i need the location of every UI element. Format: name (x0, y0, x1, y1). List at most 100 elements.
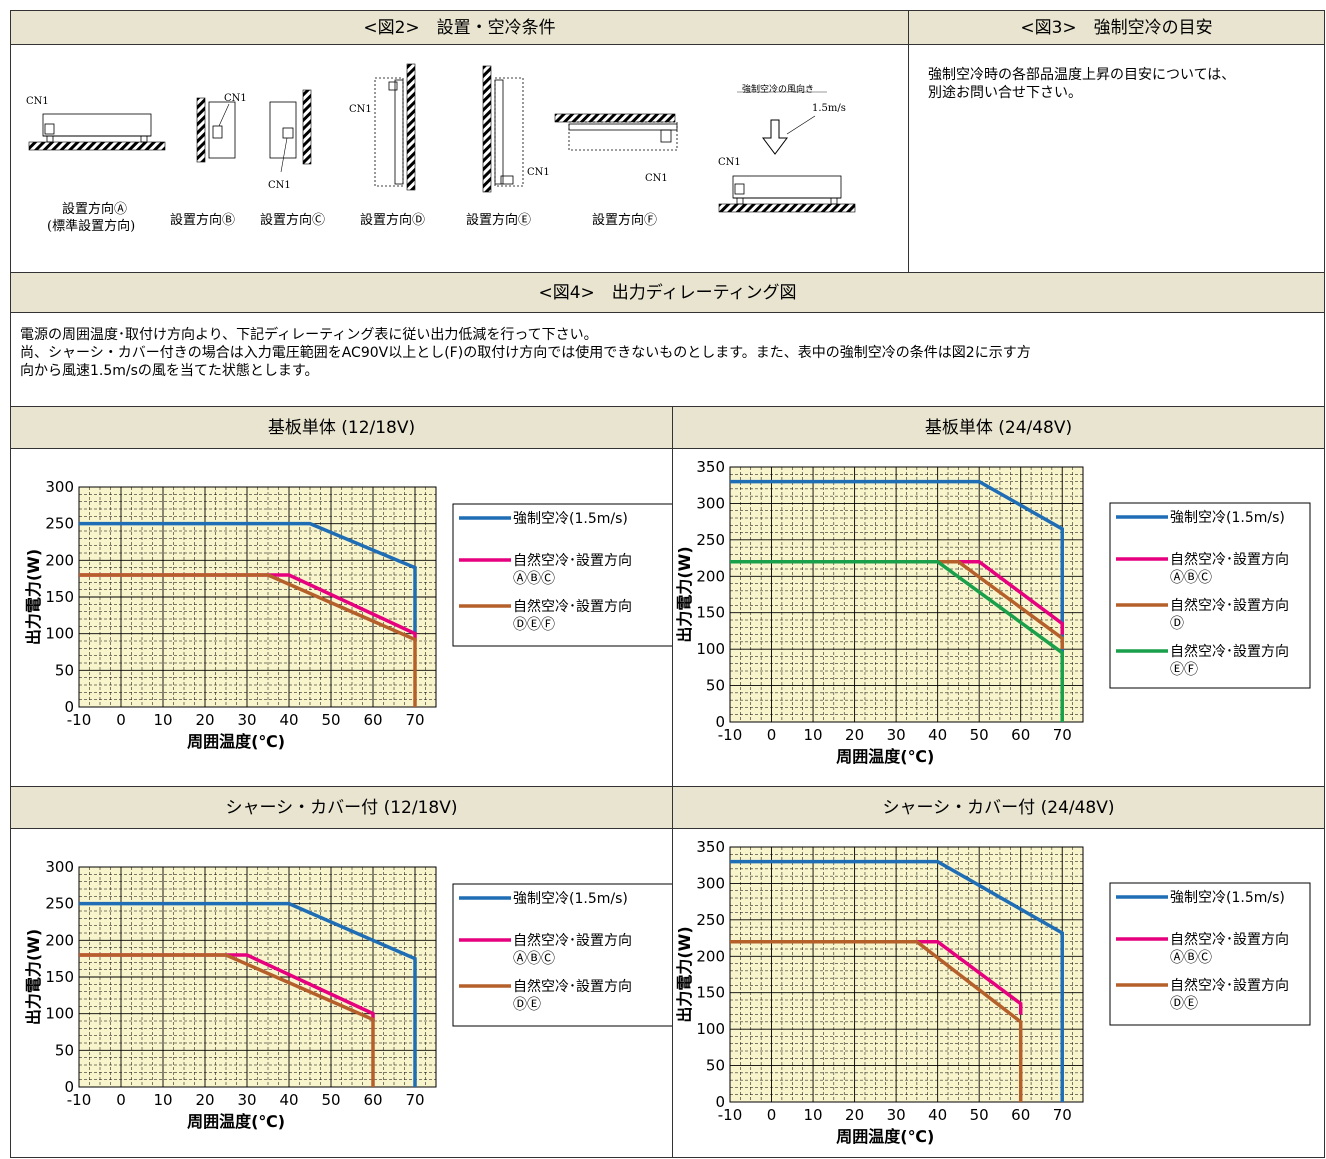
legend-entry: 強制空冷(1.5m/s) (513, 891, 628, 907)
chart1-title: 基板単体 (12/18V) (267, 418, 416, 438)
x-tick-label: -10 (67, 1091, 92, 1109)
fig4-text: 電源の周囲温度･取付け方向より、下記ディレーティング表に従い出力低減を行って下さ… (20, 326, 1320, 380)
derating-chart-chassis-24-48v: -10 0 10 20 30 40 50 60 70050100150200250300350周… (675, 838, 1311, 1146)
y-tick-label: 200 (696, 567, 725, 585)
y-tick-label: 150 (45, 588, 74, 606)
chart4-title: シャーシ・カバー付 (24/48V) (882, 798, 1115, 818)
fig2-title: <図2> 設置・空冷条件 (363, 18, 556, 38)
y-tick-label: 350 (696, 458, 725, 476)
orientation-c-diagram (269, 89, 312, 173)
y-tick-label: 100 (696, 1020, 725, 1038)
legend-entry: 強制空冷(1.5m/s) (513, 511, 628, 527)
legend: 強制空冷(1.5m/s) 自然空冷･設置方向 ⒶⒷⒸ 自然空冷･設置方向 Ⓓ 自然空冷･設… (1109, 502, 1311, 689)
orientation-a-diagram (28, 113, 166, 151)
x-tick-label: 70 (1053, 1106, 1072, 1124)
y-tick-label: 0 (715, 713, 725, 731)
derating-chart-board-24-48v: -10 0 10 20 30 40 50 60 70050100150200250300350周… (675, 458, 1311, 766)
legend-entry: 自然空冷･設置方向 (1170, 551, 1289, 568)
caption-orientation-f: 設置方向Ⓕ (592, 213, 658, 228)
x-tick-label: 20 (195, 711, 214, 729)
legend-entry-sub: ⒺⒻ (1170, 662, 1198, 678)
cn1-label-d: CN1 (349, 104, 372, 115)
caption-orientation-a: 設置方向Ⓐ (62, 202, 128, 217)
legend-entry-sub: ⒹⒺⒻ (513, 617, 555, 633)
x-tick-label: 0 (767, 1106, 777, 1124)
fig3-title: <図3> 強制空冷の目安 (1020, 18, 1213, 38)
x-tick-label: 50 (321, 711, 340, 729)
chart1-header: 基板単体 (12/18V) (11, 407, 672, 449)
x-tick-label: 30 (887, 1106, 906, 1124)
y-tick-label: 50 (706, 1057, 725, 1075)
chart2-header: 基板単体 (24/48V) (673, 407, 1324, 449)
x-tick-label: 20 (845, 1106, 864, 1124)
x-tick-label: 60 (1011, 726, 1030, 744)
derating-chart-chassis-12-18v: -10 0 10 20 30 40 50 60 70050100150200250300周囲温度… (24, 858, 672, 1131)
legend-entry-sub: ⒶⒷⒸ (1170, 570, 1212, 586)
chart-col-rule (672, 407, 673, 1158)
legend-box (1109, 502, 1311, 689)
derating-chart-board-12-18v: -10 0 10 20 30 40 50 60 70050100150200250300周囲温度… (24, 478, 672, 751)
cn1-label-a: CN1 (26, 96, 49, 107)
chart3-title: シャーシ・カバー付 (12/18V) (225, 798, 458, 818)
y-tick-label: 200 (45, 931, 74, 949)
cn1-label-wind: CN1 (718, 157, 741, 168)
x-tick-label: 70 (405, 711, 424, 729)
legend-entry: 自然空冷･設置方向 (1170, 643, 1289, 660)
fig3-text-line: 強制空冷時の各部品温度上昇の目安については、 (928, 67, 1236, 83)
fig4-text-line: 電源の周囲温度･取付け方向より、下記ディレーティング表に従い出力低減を行って下さ… (20, 327, 598, 343)
cn1-label-c: CN1 (268, 180, 291, 191)
x-tick-label: 40 (928, 726, 947, 744)
fig4-text-line: 尚、シャーシ・カバー付きの場合は入力電圧範囲をAC90V以上とし(F)の取付け方… (20, 345, 1031, 361)
fig4-text-line: 向から風速1.5m/sの風を当てた状態とします。 (20, 363, 319, 379)
y-tick-label: 300 (45, 858, 74, 876)
y-tick-label: 200 (45, 551, 74, 569)
x-tick-label: -10 (67, 711, 92, 729)
fig4-header: <図4> 出力ディレーティング図 (11, 273, 1324, 313)
series-line-def (730, 939, 1023, 1102)
x-tick-label: 0 (767, 726, 777, 744)
x-tick-label: 50 (970, 1106, 989, 1124)
y-tick-label: 50 (706, 677, 725, 695)
x-axis-label: 周囲温度(℃) (187, 1112, 285, 1131)
x-tick-label: 30 (237, 1091, 256, 1109)
x-tick-label: 30 (237, 711, 256, 729)
legend-entry: 自然空冷･設置方向 (1170, 597, 1289, 614)
x-tick-label: 40 (279, 711, 298, 729)
x-tick-label: 40 (279, 1091, 298, 1109)
legend-entry-sub: Ⓓ (1170, 616, 1184, 632)
legend-entry-sub: ⒶⒷⒸ (1170, 950, 1212, 966)
legend-entry: 自然空冷･設置方向 (513, 978, 632, 995)
orientation-b-diagram (196, 97, 236, 163)
caption-orientation-e: 設置方向Ⓔ (466, 213, 532, 228)
x-tick-label: 60 (363, 711, 382, 729)
chart2-title: 基板単体 (24/48V) (924, 418, 1073, 438)
top-divider (908, 11, 909, 272)
y-tick-label: 300 (696, 494, 725, 512)
legend: 強制空冷(1.5m/s) 自然空冷･設置方向 ⒶⒷⒸ 自然空冷･設置方向 ⒹⒺ (1109, 882, 1311, 1026)
orientation-e-diagram (482, 65, 524, 193)
x-tick-label: 10 (804, 726, 823, 744)
y-axis-label: 出力電力(W) (24, 549, 43, 645)
x-tick-label: 20 (845, 726, 864, 744)
y-tick-label: 300 (45, 478, 74, 496)
cn1-label-f: CN1 (645, 173, 668, 184)
caption-orientation-c: 設置方向Ⓒ (260, 213, 326, 228)
y-axis-label: 出力電力(W) (675, 926, 694, 1022)
caption-orientation-d: 設置方向Ⓓ (360, 213, 426, 228)
legend-box (452, 883, 672, 1027)
y-axis-label: 出力電力(W) (675, 546, 694, 642)
wind-speed-label: 1.5m/s (812, 103, 846, 114)
x-tick-label: 0 (116, 711, 126, 729)
legend-entry-sub: ⒶⒷⒸ (513, 571, 555, 587)
y-tick-label: 0 (715, 1093, 725, 1111)
y-tick-label: 200 (696, 947, 725, 965)
series-line-forced (79, 901, 417, 1087)
legend: 強制空冷(1.5m/s) 自然空冷･設置方向 ⒶⒷⒸ 自然空冷･設置方向 ⒹⒺ (452, 883, 672, 1027)
legend-entry: 自然空冷･設置方向 (1170, 977, 1289, 994)
x-tick-label: 20 (195, 1091, 214, 1109)
legend-entry-sub: ⒹⒺ (1170, 996, 1198, 1012)
cn1-label-e: CN1 (527, 167, 550, 178)
caption-orientation-b: 設置方向Ⓑ (170, 213, 236, 228)
y-tick-label: 150 (696, 984, 725, 1002)
y-tick-label: 0 (64, 1078, 74, 1096)
